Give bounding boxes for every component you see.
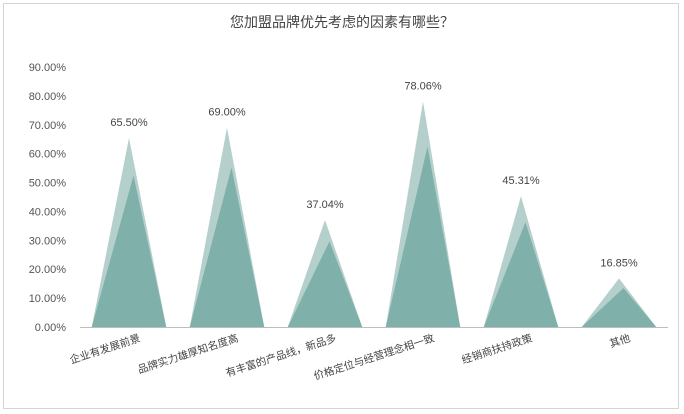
y-tick-label: 40.00% bbox=[29, 206, 67, 218]
y-tick-label: 90.00% bbox=[29, 62, 67, 74]
chart-title: 您加盟品牌优先考虑的因素有哪些？ bbox=[230, 15, 454, 31]
y-tick-label: 50.00% bbox=[29, 178, 67, 190]
peak-front bbox=[91, 175, 167, 327]
peak-front bbox=[483, 222, 559, 327]
y-tick-label: 80.00% bbox=[29, 91, 67, 103]
peak-front bbox=[581, 288, 657, 327]
y-tick-label: 20.00% bbox=[29, 264, 67, 276]
data-label: 78.06% bbox=[404, 80, 442, 92]
y-tick-label: 0.00% bbox=[35, 322, 66, 334]
y-tick-label: 60.00% bbox=[29, 149, 67, 161]
peak-front bbox=[287, 241, 363, 327]
category-label: 企业有发展前景 bbox=[68, 331, 142, 366]
data-label: 65.50% bbox=[110, 117, 148, 129]
peak-front bbox=[385, 146, 461, 327]
data-label: 37.04% bbox=[306, 199, 344, 211]
y-tick-label: 70.00% bbox=[29, 120, 67, 132]
peak-front bbox=[189, 167, 265, 327]
category-label: 经销商扶持政策 bbox=[460, 331, 534, 366]
category-label: 其他 bbox=[608, 331, 632, 350]
y-tick-label: 30.00% bbox=[29, 235, 67, 247]
data-label: 16.85% bbox=[600, 257, 638, 269]
data-label: 45.31% bbox=[502, 175, 540, 187]
y-tick-label: 10.00% bbox=[29, 293, 67, 305]
data-label: 69.00% bbox=[208, 107, 246, 119]
